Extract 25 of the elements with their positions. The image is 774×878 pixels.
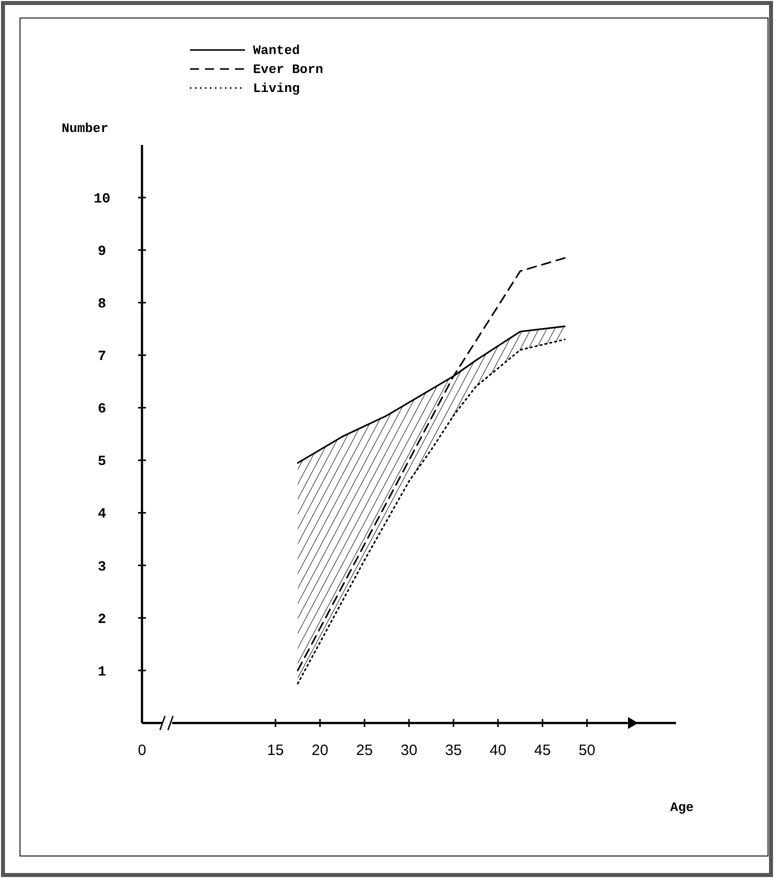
legend-label: Wanted bbox=[253, 43, 300, 58]
legend-label: Living bbox=[253, 81, 300, 96]
x-tick-label: 25 bbox=[356, 742, 373, 759]
y-tick-label: 6 bbox=[98, 402, 106, 418]
y-tick-label: 10 bbox=[94, 191, 110, 208]
x-tick-label: 30 bbox=[400, 742, 418, 759]
x-tick-label: 40 bbox=[490, 742, 506, 759]
y-axis-title: Number bbox=[62, 121, 108, 136]
y-tick-label: 9 bbox=[98, 244, 106, 260]
y-tick-label: 4 bbox=[98, 506, 106, 523]
y-tick-label: 2 bbox=[98, 612, 106, 628]
x-tick-label: 0 bbox=[138, 742, 146, 759]
y-tick-label: 3 bbox=[98, 559, 106, 576]
y-tick-label: 5 bbox=[98, 454, 106, 470]
x-tick-label: 15 bbox=[267, 742, 284, 759]
y-tick-label: 7 bbox=[98, 349, 106, 366]
legend-label: Ever Born bbox=[253, 62, 324, 77]
x-tick-label: 35 bbox=[445, 742, 462, 759]
x-tick-label: 45 bbox=[534, 742, 551, 759]
x-tick-label: 50 bbox=[578, 742, 596, 759]
x-axis-title: Age bbox=[670, 800, 694, 815]
y-tick-label: 8 bbox=[98, 296, 106, 313]
x-tick-label: 20 bbox=[312, 742, 328, 759]
line-series bbox=[296, 257, 566, 672]
y-tick-label: 1 bbox=[98, 664, 106, 680]
